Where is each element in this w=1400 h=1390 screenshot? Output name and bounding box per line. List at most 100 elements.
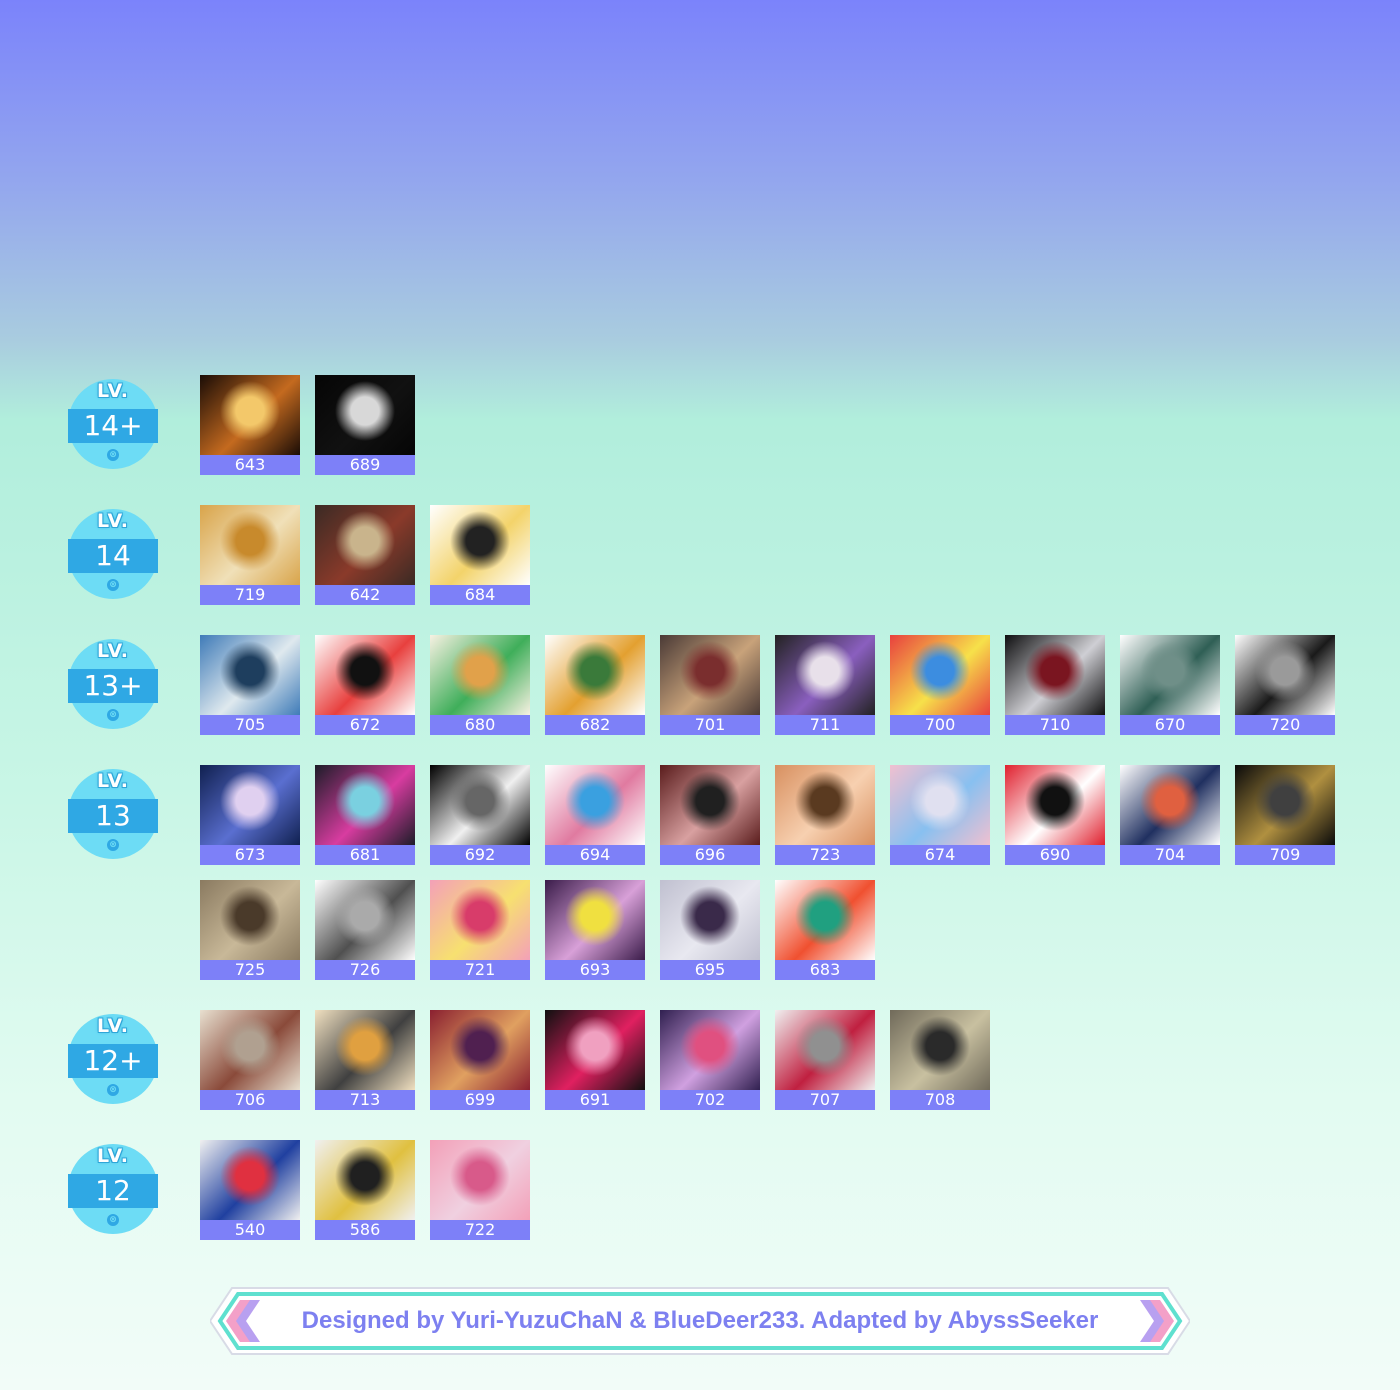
chart-tile[interactable]: 721: [430, 880, 530, 980]
chart-number: 719: [200, 585, 300, 605]
jacket-art: [890, 765, 990, 845]
jacket-art: [660, 635, 760, 715]
jacket-art: [775, 765, 875, 845]
chart-number: 726: [315, 960, 415, 980]
chart-tile[interactable]: 690: [1005, 765, 1105, 865]
jacket-art: [315, 880, 415, 960]
chart-tile[interactable]: 726: [315, 880, 415, 980]
chart-tile[interactable]: 586: [315, 1140, 415, 1240]
chart-tile[interactable]: 694: [545, 765, 645, 865]
jacket-art: [1120, 635, 1220, 715]
badge-band: [68, 1044, 158, 1078]
chart-tile[interactable]: 711: [775, 635, 875, 735]
chart-tile[interactable]: 695: [660, 880, 760, 980]
chart-number: 695: [660, 960, 760, 980]
jacket-art: [890, 635, 990, 715]
chart-tile[interactable]: 702: [660, 1010, 760, 1110]
chart-tile[interactable]: 691: [545, 1010, 645, 1110]
chart-tile[interactable]: 684: [430, 505, 530, 605]
chart-number: 696: [660, 845, 760, 865]
chart-tile[interactable]: 725: [200, 880, 300, 980]
badge-level-value: 13: [95, 799, 131, 832]
chart-tile[interactable]: 670: [1120, 635, 1220, 735]
badge-dot-icon: ⊗: [107, 709, 119, 721]
chart-tile[interactable]: 708: [890, 1010, 990, 1110]
chart-number: 709: [1235, 845, 1335, 865]
chart-number: 699: [430, 1090, 530, 1110]
chart-number: 706: [200, 1090, 300, 1110]
chart-tile[interactable]: 707: [775, 1010, 875, 1110]
jacket-art: [1005, 765, 1105, 845]
footer-frame: ★ ★: [210, 1287, 1190, 1355]
chart-tile[interactable]: 680: [430, 635, 530, 735]
chart-tile[interactable]: 719: [200, 505, 300, 605]
jacket-art: [660, 880, 760, 960]
chart-tile[interactable]: 700: [890, 635, 990, 735]
chart-tile[interactable]: 643: [200, 375, 300, 475]
level-badge: LV. 13+ ⊗: [68, 639, 158, 729]
jacket-art: [200, 880, 300, 960]
badge-dot-icon: ⊗: [107, 839, 119, 851]
chart-tile[interactable]: 696: [660, 765, 760, 865]
jacket-art: [545, 1010, 645, 1090]
badge-band: [68, 669, 158, 703]
chart-tile[interactable]: 704: [1120, 765, 1220, 865]
chart-tile[interactable]: 642: [315, 505, 415, 605]
jacket-art: [200, 1140, 300, 1220]
chart-tile[interactable]: 673: [200, 765, 300, 865]
jacket-art: [890, 1010, 990, 1090]
svg-text:★: ★: [250, 1311, 264, 1330]
badge-band: [68, 539, 158, 573]
chart-tile[interactable]: 713: [315, 1010, 415, 1110]
chart-number: 683: [775, 960, 875, 980]
chart-number: 672: [315, 715, 415, 735]
chart-number: 720: [1235, 715, 1335, 735]
badge-band: [68, 409, 158, 443]
chart-number: 710: [1005, 715, 1105, 735]
chart-tile[interactable]: 710: [1005, 635, 1105, 735]
chart-number: 721: [430, 960, 530, 980]
jacket-art: [660, 765, 760, 845]
chart-tile[interactable]: 723: [775, 765, 875, 865]
badge-level-value: 14: [95, 539, 131, 572]
jacket-art: [775, 880, 875, 960]
chart-tile[interactable]: 699: [430, 1010, 530, 1110]
chart-number: 702: [660, 1090, 760, 1110]
jacket-art: [1235, 635, 1335, 715]
jacket-art: [1120, 765, 1220, 845]
chart-tile[interactable]: 689: [315, 375, 415, 475]
chart-tile[interactable]: 706: [200, 1010, 300, 1110]
badge-dot-icon: ⊗: [107, 449, 119, 461]
chart-tile[interactable]: 674: [890, 765, 990, 865]
chart-tile[interactable]: 705: [200, 635, 300, 735]
chart-tile[interactable]: 693: [545, 880, 645, 980]
chart-number: 642: [315, 585, 415, 605]
badge-dot-icon: ⊗: [107, 1214, 119, 1226]
chart-tile[interactable]: 720: [1235, 635, 1335, 735]
chart-tile[interactable]: 540: [200, 1140, 300, 1240]
chart-number: 689: [315, 455, 415, 475]
chart-number: 707: [775, 1090, 875, 1110]
chart-number: 690: [1005, 845, 1105, 865]
chart-tile[interactable]: 701: [660, 635, 760, 735]
chart-number: 540: [200, 1220, 300, 1240]
chart-tile[interactable]: 709: [1235, 765, 1335, 865]
chart-tile[interactable]: 692: [430, 765, 530, 865]
jacket-art: [315, 635, 415, 715]
badge-level-value: 13+: [83, 669, 143, 702]
jacket-art: [315, 1140, 415, 1220]
badge-level-value: 14+: [83, 409, 143, 442]
chart-tile[interactable]: 683: [775, 880, 875, 980]
jacket-art: [1005, 635, 1105, 715]
jacket-art: [315, 505, 415, 585]
badge-dot-icon: ⊗: [107, 579, 119, 591]
level-badge: LV. 14 ⊗: [68, 509, 158, 599]
chart-tile[interactable]: 681: [315, 765, 415, 865]
jacket-art: [430, 765, 530, 845]
chart-tile[interactable]: 672: [315, 635, 415, 735]
jacket-art: [660, 1010, 760, 1090]
chart-number: 673: [200, 845, 300, 865]
jacket-art: [430, 1140, 530, 1220]
chart-tile[interactable]: 682: [545, 635, 645, 735]
chart-tile[interactable]: 722: [430, 1140, 530, 1240]
